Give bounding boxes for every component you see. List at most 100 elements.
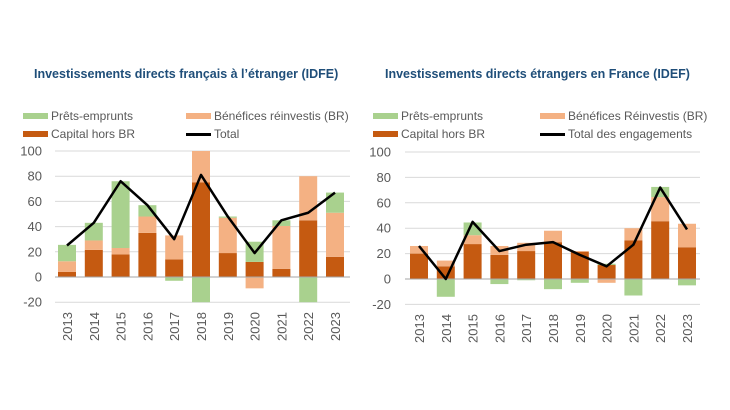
legend-swatch-prets — [373, 113, 398, 119]
bar-br-2015 — [463, 235, 482, 245]
legend-swatch-prets — [23, 113, 48, 119]
legend-swatch-br — [186, 113, 211, 119]
legend-item-total: Total — [186, 127, 239, 141]
legend-item-prets: Prêts-emprunts — [23, 109, 133, 123]
legend-item-capital: Capital hors BR — [373, 127, 485, 141]
x-tick-label: 2013 — [412, 314, 427, 343]
bar-br-2018 — [544, 230, 562, 243]
legend-label: Bénéfices réinvestis (BR) — [214, 109, 349, 123]
legend-label: Prêts-emprunts — [51, 109, 134, 123]
x-tick-label: 2023 — [680, 314, 695, 343]
legend-label: Total — [214, 127, 240, 141]
bar-prets-2021 — [624, 279, 643, 296]
x-tick-label: 2023 — [328, 312, 343, 341]
legend-swatch-br — [540, 113, 565, 119]
legend-item-total: Total des engagements — [540, 127, 692, 141]
bar-capital-2016 — [138, 232, 157, 277]
bar-prets-2014 — [84, 222, 103, 241]
bar-br-2013 — [58, 261, 76, 272]
bar-prets-2023 — [678, 279, 696, 286]
bar-br-2022 — [651, 197, 670, 222]
y-tick-label: -20 — [372, 297, 391, 312]
bar-capital-2018 — [192, 182, 210, 277]
bar-br-2014 — [84, 240, 103, 250]
y-tick-label: 0 — [35, 270, 42, 285]
bar-br-2020 — [245, 277, 264, 289]
bar-capital-2023 — [326, 256, 344, 277]
x-tick-label: 2017 — [167, 312, 182, 341]
x-tick-label: 2016 — [140, 312, 155, 341]
x-tick-label: 2014 — [87, 312, 102, 341]
bar-capital-2021 — [624, 240, 643, 279]
x-tick-label: 2018 — [194, 312, 209, 341]
bar-prets-2016 — [138, 205, 157, 217]
y-tick-label: 20 — [28, 244, 42, 259]
legend-swatch-capital — [373, 131, 398, 137]
y-tick-label: 80 — [28, 169, 42, 184]
y-tick-label: 0 — [384, 272, 391, 287]
bar-prets-2014 — [436, 279, 455, 297]
legend-item-prets: Prêts-emprunts — [373, 109, 483, 123]
bar-br-2014 — [436, 260, 455, 267]
chart-0: 100 80 60 40 20 0 -20 2013 2014 2015 2016 2017 2018 2… — [20, 144, 350, 341]
y-tick-label: 40 — [377, 221, 391, 236]
legend-item-br: Bénéfices Réinvestis (BR) — [540, 109, 707, 123]
bar-capital-2014 — [84, 249, 103, 277]
y-tick-label: 60 — [28, 194, 42, 209]
bar-br-2016 — [138, 216, 157, 233]
bar-capital-2019 — [218, 253, 237, 277]
legend-swatch-total — [186, 132, 211, 136]
bar-prets-2016 — [490, 279, 509, 285]
bar-capital-2017 — [517, 251, 536, 279]
x-tick-label: 2021 — [274, 312, 289, 341]
bar-prets-2015 — [111, 181, 130, 249]
bar-prets-2021 — [272, 220, 291, 226]
bar-br-2021 — [272, 225, 291, 269]
legend-swatch-capital — [23, 131, 48, 137]
legend-label: Capital hors BR — [51, 127, 136, 141]
bar-capital-2018 — [544, 242, 562, 279]
chart-title-idef: Investissements directs étrangers en Fra… — [385, 67, 690, 81]
bar-capital-2019 — [570, 251, 589, 279]
legend-label: Prêts-emprunts — [401, 109, 484, 123]
bar-br-2023 — [678, 223, 696, 248]
x-tick-label: 2017 — [519, 314, 534, 343]
y-tick-label: -20 — [23, 295, 42, 310]
total-line — [66, 173, 336, 255]
bar-capital-2020 — [245, 261, 264, 277]
bar-prets-2020 — [597, 263, 616, 266]
legend-item-capital: Capital hors BR — [23, 127, 135, 141]
bar-capital-2017 — [165, 259, 184, 277]
bar-capital-2013 — [58, 271, 76, 277]
bar-capital-2022 — [651, 221, 670, 279]
bar-br-2023 — [326, 212, 344, 257]
bar-capital-2022 — [299, 220, 318, 277]
bar-capital-2020 — [597, 265, 616, 279]
legend-label: Total des engagements — [568, 127, 693, 141]
bar-prets-2022 — [299, 277, 318, 303]
x-tick-label: 2014 — [439, 314, 454, 343]
bar-br-2018 — [192, 151, 210, 183]
bar-capital-2016 — [490, 254, 509, 279]
bar-prets-2019 — [570, 279, 589, 283]
chart-title-idfe: Investissements directs français à l’étr… — [34, 67, 339, 81]
x-tick-label: 2021 — [626, 314, 641, 343]
x-tick-label: 2016 — [492, 314, 507, 343]
bar-capital-2013 — [410, 253, 428, 279]
x-tick-label: 2015 — [114, 312, 129, 341]
x-tick-label: 2020 — [600, 314, 615, 343]
bar-prets-2023 — [326, 192, 344, 213]
y-tick-label: 20 — [377, 246, 391, 261]
bar-capital-2021 — [272, 268, 291, 277]
legend-item-br: Bénéfices réinvestis (BR) — [186, 109, 349, 123]
bar-br-2013 — [410, 245, 428, 254]
x-tick-label: 2015 — [466, 314, 481, 343]
legend-label: Capital hors BR — [401, 127, 486, 141]
bar-br-2019 — [570, 251, 589, 252]
legend-label: Bénéfices Réinvestis (BR) — [568, 109, 708, 123]
bar-prets-2017 — [165, 277, 184, 281]
x-tick-label: 2013 — [60, 312, 75, 341]
bar-prets-2017 — [517, 279, 536, 281]
bar-prets-2022 — [651, 186, 670, 198]
